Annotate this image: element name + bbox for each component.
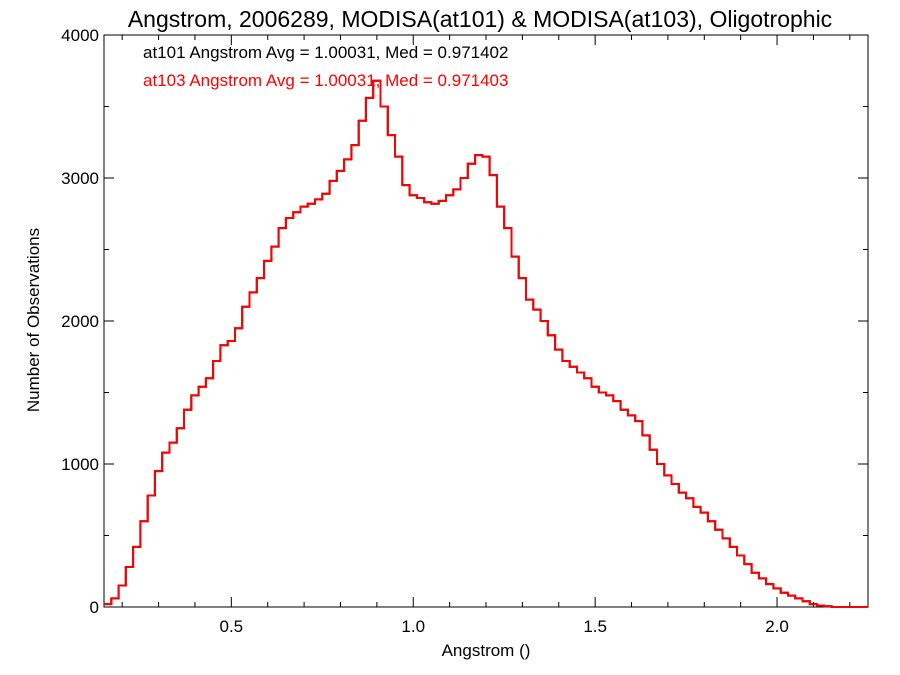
- x-tick-label: 0.5: [220, 617, 244, 636]
- histogram-series-line-2: [104, 79, 868, 608]
- x-tick-label: 1.0: [401, 617, 425, 636]
- y-tick-label: 4000: [61, 26, 99, 45]
- y-axis-title: Number of Observations: [24, 228, 43, 412]
- x-tick-label: 2.0: [765, 617, 789, 636]
- chart-title: Angstrom, 2006289, MODISA(at101) & MODIS…: [128, 6, 832, 32]
- x-tick-label: 1.5: [583, 617, 607, 636]
- legend: at101 Angstrom Avg = 1.00031, Med = 0.97…: [143, 43, 508, 90]
- y-tick-label: 0: [90, 598, 99, 617]
- legend-annotation-1: at101 Angstrom Avg = 1.00031, Med = 0.97…: [143, 43, 508, 62]
- y-tick-label: 1000: [61, 455, 99, 474]
- legend-annotation-2: at103 Angstrom Avg = 1.00031, Med = 0.97…: [143, 71, 508, 90]
- x-axis-title: Angstrom (): [442, 641, 531, 660]
- y-tick-label: 2000: [61, 312, 99, 331]
- y-tick-label: 3000: [61, 169, 99, 188]
- plot-area: 0.5 1.0 1.5 2.0 0 1000 2000 3000 4000: [61, 26, 869, 636]
